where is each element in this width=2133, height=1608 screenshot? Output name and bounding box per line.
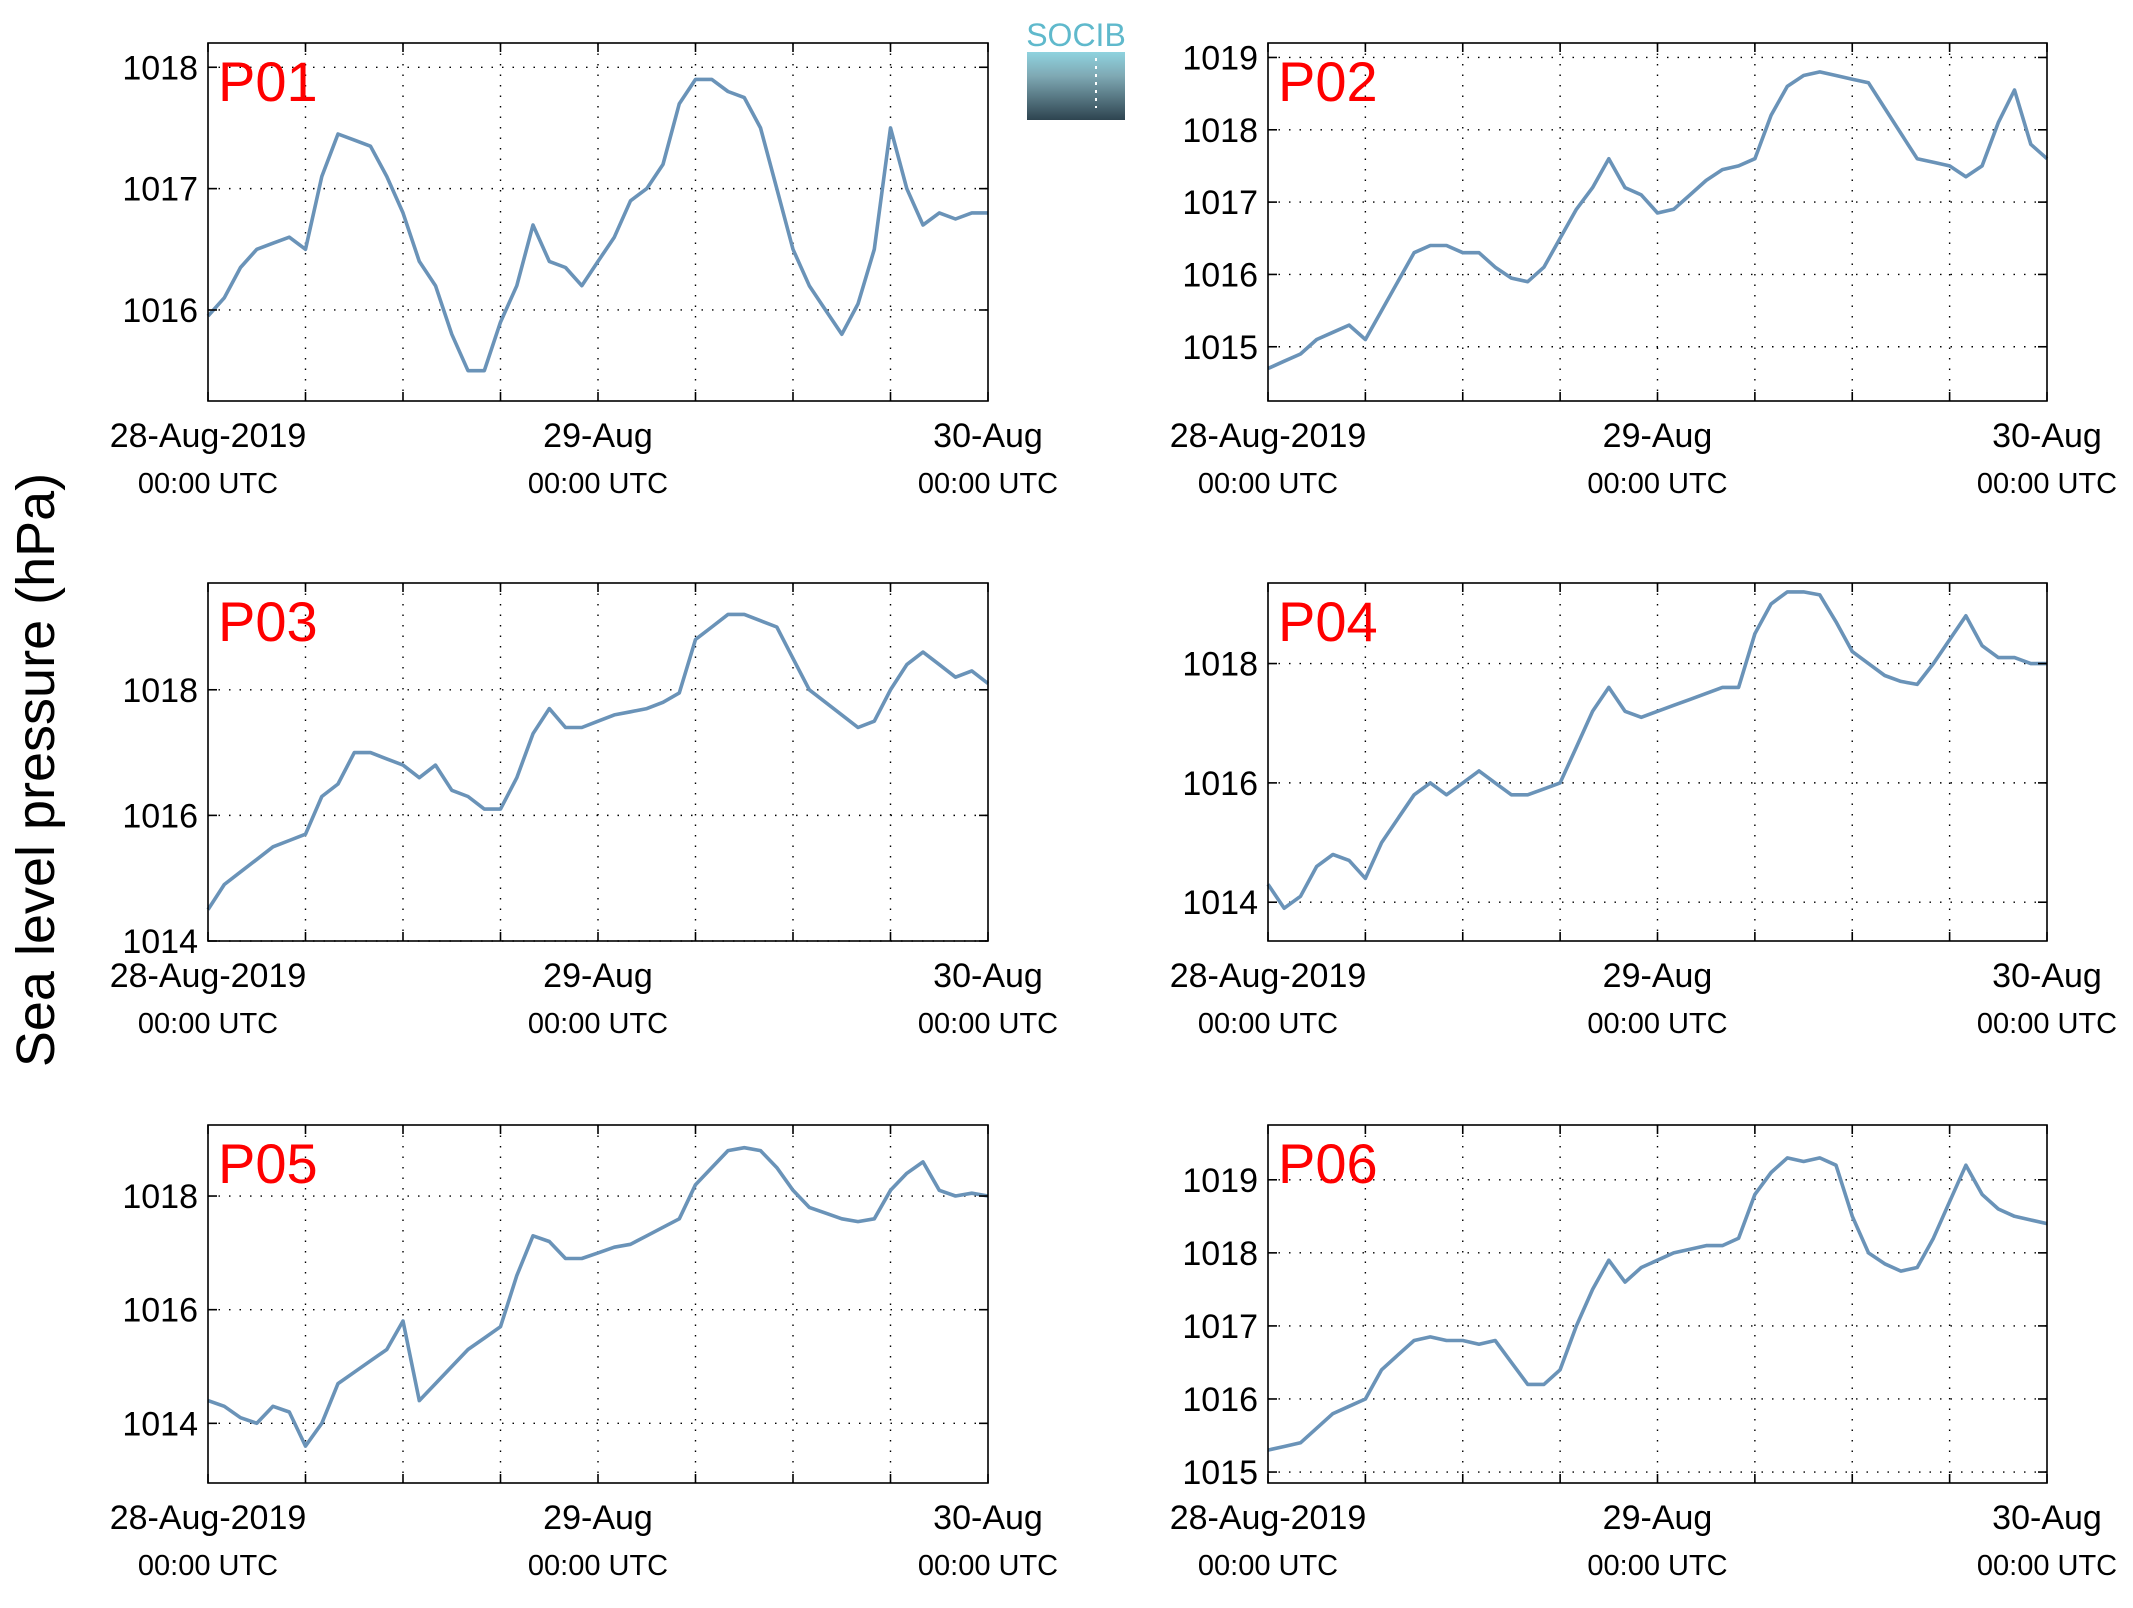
- x-tick-sublabel: 00:00 UTC: [1198, 1008, 1338, 1040]
- y-tick-label: 1014: [122, 923, 198, 961]
- series-line: [1267, 1156, 2048, 1452]
- x-tick-sublabel: 00:00 UTC: [1587, 1550, 1727, 1582]
- y-tick-label: 1018: [122, 49, 198, 87]
- x-tick-label: 28-Aug-2019: [110, 417, 307, 455]
- panel-p05: 1014 1016 1018 28-Aug-2019 00:00 UTC 29-Aug 00…: [110, 1124, 1058, 1582]
- x-tick-sublabel: 00:00 UTC: [1977, 468, 2117, 500]
- y-tick-label: 1017: [122, 171, 198, 209]
- y-axis-label: Sea level pressure (hPa): [6, 473, 66, 1067]
- x-tick-sublabel: 00:00 UTC: [918, 468, 1058, 500]
- x-tick-sublabel: 00:00 UTC: [138, 1008, 278, 1040]
- x-tick-sublabel: 00:00 UTC: [528, 1008, 668, 1040]
- x-tick-sublabel: 00:00 UTC: [528, 1550, 668, 1582]
- panel-label: P04: [1278, 590, 1378, 653]
- y-tick-label: 1019: [1182, 39, 1258, 77]
- x-tick-sublabel: 00:00 UTC: [138, 1550, 278, 1582]
- y-tick-label: 1016: [1182, 765, 1258, 803]
- x-tick-label: 28-Aug-2019: [1170, 417, 1367, 455]
- socib-logo: SOCIB: [1026, 17, 1126, 120]
- x-tick-sublabel: 00:00 UTC: [918, 1550, 1058, 1582]
- y-tick-label: 1016: [122, 1292, 198, 1330]
- x-tick-sublabel: 00:00 UTC: [1198, 1550, 1338, 1582]
- panel-p02: 1015 1016 1017 1018 1019 28-Aug-2019 00:00 UTC…: [1170, 39, 2117, 500]
- x-tick-label: 29-Aug: [1603, 957, 1713, 995]
- panel-p06: 1015 1016 1017 1018 1019 28-Aug-2019 00:00 UTC…: [1170, 1124, 2117, 1582]
- x-tick-sublabel: 00:00 UTC: [1977, 1008, 2117, 1040]
- x-tick-label: 30-Aug: [933, 1499, 1043, 1537]
- y-tick-label: 1016: [1182, 1381, 1258, 1419]
- logo-text: SOCIB: [1026, 17, 1126, 53]
- y-tick-label: 1016: [122, 292, 198, 330]
- series-line: [207, 1145, 989, 1448]
- x-tick-label: 30-Aug: [933, 417, 1043, 455]
- panel-label: P01: [218, 50, 318, 113]
- x-tick-sublabel: 00:00 UTC: [1198, 468, 1338, 500]
- panels: 1016 1017 1018 28-Aug-2019 00:00 UTC 29-Aug 00…: [110, 39, 2117, 1582]
- panel-label: P05: [218, 1132, 318, 1195]
- y-tick-label: 1018: [1182, 112, 1258, 150]
- x-tick-sublabel: 00:00 UTC: [138, 468, 278, 500]
- x-tick-label: 29-Aug: [1603, 417, 1713, 455]
- y-tick-label: 1018: [1182, 646, 1258, 684]
- x-tick-label: 30-Aug: [1992, 1499, 2102, 1537]
- y-tick-label: 1016: [1182, 256, 1258, 294]
- x-tick-label: 29-Aug: [543, 1499, 653, 1537]
- y-tick-label: 1015: [1182, 329, 1258, 367]
- panel-label: P02: [1278, 50, 1378, 113]
- series-line: [1266, 590, 2047, 911]
- x-tick-label: 30-Aug: [1992, 417, 2102, 455]
- x-tick-sublabel: 00:00 UTC: [1587, 1008, 1727, 1040]
- x-tick-label: 29-Aug: [543, 957, 653, 995]
- series-line: [1267, 70, 2049, 371]
- x-tick-sublabel: 00:00 UTC: [1587, 468, 1727, 500]
- y-tick-label: 1015: [1182, 1454, 1258, 1492]
- x-tick-label: 29-Aug: [1603, 1499, 1713, 1537]
- x-tick-sublabel: 00:00 UTC: [918, 1008, 1058, 1040]
- y-tick-label: 1014: [122, 1405, 198, 1443]
- x-tick-label: 29-Aug: [543, 417, 653, 455]
- panel-p03: 1014 1016 1018 28-Aug-2019 00:00 UTC 29-Aug 00…: [110, 582, 1058, 1040]
- y-tick-label: 1016: [122, 797, 198, 835]
- x-tick-label: 28-Aug-2019: [1170, 957, 1367, 995]
- panel-p01: 1016 1017 1018 28-Aug-2019 00:00 UTC 29-Aug 00…: [110, 42, 1058, 500]
- panel-label: P06: [1278, 1132, 1378, 1195]
- y-tick-label: 1018: [122, 672, 198, 710]
- x-tick-sublabel: 00:00 UTC: [1977, 1550, 2117, 1582]
- y-tick-label: 1017: [1182, 184, 1258, 222]
- y-tick-label: 1014: [1182, 884, 1258, 922]
- panel-p04: 1014 1016 1018 28-Aug-2019 00:00 UTC 29-Aug 00…: [1170, 582, 2117, 1040]
- y-tick-label: 1018: [1182, 1235, 1258, 1273]
- y-tick-label: 1017: [1182, 1308, 1258, 1346]
- x-tick-label: 28-Aug-2019: [110, 1499, 307, 1537]
- panel-label: P03: [218, 590, 318, 653]
- y-tick-label: 1018: [122, 1178, 198, 1216]
- series-line: [206, 77, 988, 373]
- x-tick-label: 30-Aug: [1992, 957, 2102, 995]
- logo-mark: [1027, 52, 1125, 120]
- x-tick-label: 30-Aug: [933, 957, 1043, 995]
- series-line: [206, 612, 990, 911]
- x-tick-sublabel: 00:00 UTC: [528, 468, 668, 500]
- x-tick-label: 28-Aug-2019: [110, 957, 307, 995]
- y-tick-label: 1019: [1182, 1162, 1258, 1200]
- x-tick-label: 28-Aug-2019: [1170, 1499, 1367, 1537]
